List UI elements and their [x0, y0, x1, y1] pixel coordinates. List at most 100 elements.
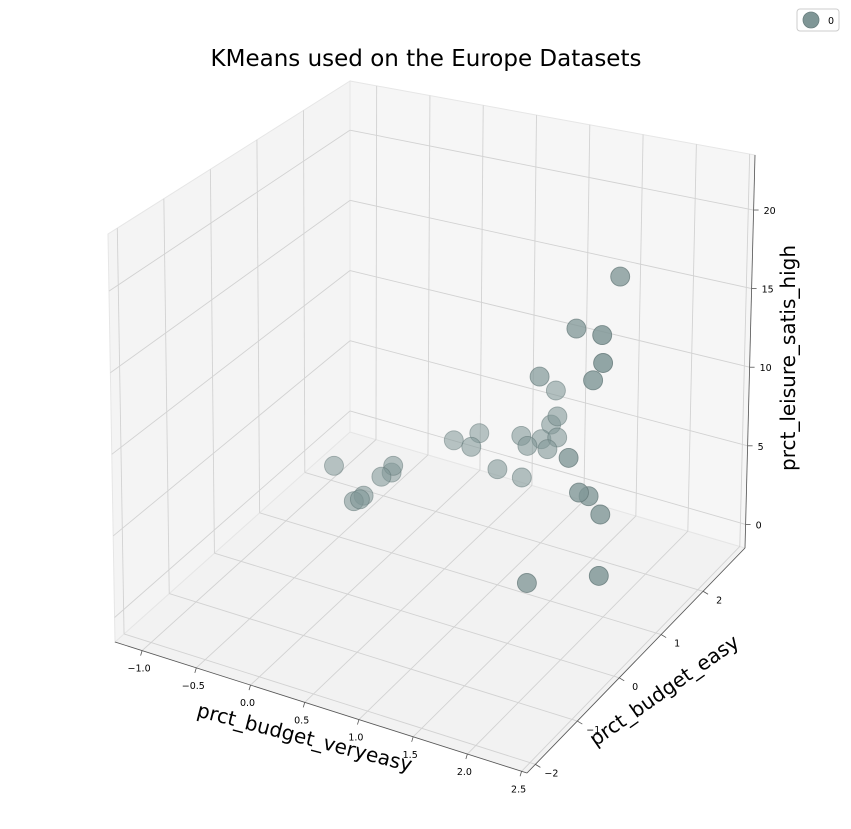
y-gridline-floor — [214, 552, 620, 679]
data-point — [583, 370, 604, 391]
z-tick-label: 5 — [758, 442, 764, 453]
y-gridline-floor — [259, 512, 662, 635]
z-gridline-left — [111, 270, 351, 455]
x-tick-mark — [140, 650, 143, 656]
z-gridline-left — [112, 340, 351, 537]
x-gridline-back — [531, 115, 537, 486]
tick-labels: −1.0−0.50.00.51.01.52.02.5−2−10120510152… — [128, 206, 776, 795]
x-tick-mark — [465, 753, 468, 760]
x-tick-mark — [519, 771, 522, 777]
y-tick-label: 2 — [716, 595, 722, 606]
z-gridline-left — [108, 129, 351, 292]
y-gridline-floor — [169, 593, 578, 722]
x-gridline-floor — [304, 485, 533, 703]
data-point — [371, 466, 392, 487]
data-point — [349, 489, 370, 510]
data-point — [529, 366, 550, 387]
y-gridline-left — [116, 228, 125, 634]
z-axis-line — [744, 154, 756, 549]
data-point — [537, 439, 558, 460]
y-tick-label: −1 — [586, 725, 600, 736]
y-tick-mark — [535, 764, 541, 768]
x-gridline-floor — [467, 530, 689, 755]
data-points — [324, 266, 631, 593]
y-tick-label: 1 — [674, 639, 680, 650]
data-point — [547, 406, 568, 427]
x-tick-mark — [411, 736, 414, 742]
x-tick-mark — [194, 667, 197, 673]
x-tick-label: 0.5 — [294, 715, 309, 726]
x-gridline-back — [427, 95, 431, 455]
x-tick-label: 2.0 — [457, 767, 472, 778]
y-axis-line — [526, 547, 746, 774]
y-gridline-left — [209, 169, 215, 554]
x-gridline-floor — [358, 500, 585, 720]
axis-lines — [114, 154, 759, 777]
x-gridline-back — [375, 85, 378, 440]
z-tick-label: 20 — [764, 206, 776, 217]
x-tick-mark — [302, 702, 306, 708]
data-point — [566, 318, 587, 339]
y-tick-label: 0 — [632, 682, 638, 693]
z-gridline-left — [114, 410, 351, 618]
z-tick-label: 15 — [762, 285, 774, 296]
x-gridline-back — [635, 134, 644, 516]
x-axis-line — [114, 641, 528, 774]
x-tick-mark — [248, 684, 251, 691]
y-gridline-floor — [123, 633, 536, 765]
data-point — [511, 467, 532, 488]
z-gridline-back — [349, 129, 754, 211]
x-gridline-floor — [250, 469, 481, 686]
x-gridline-floor — [521, 546, 741, 772]
z-gridline-back — [349, 410, 746, 525]
x-tick-label: 1.5 — [403, 750, 418, 761]
y-gridline-left — [163, 198, 170, 594]
y-tick-mark — [577, 720, 583, 725]
data-point — [461, 436, 482, 457]
x-gridline-floor — [412, 515, 637, 738]
data-point — [443, 430, 464, 451]
z-axis-label: prct_leisure_satis_high — [776, 245, 800, 471]
x-tick-label: −0.5 — [182, 681, 205, 692]
x-tick-label: 0.0 — [240, 698, 255, 709]
y-tick-mark — [660, 634, 667, 638]
legend: 0 — [796, 8, 840, 32]
x-gridline-back — [739, 154, 751, 547]
x-gridline-back — [479, 105, 484, 471]
z-gridline-back — [349, 270, 750, 368]
chart-title: KMeans used on the Europe Datasets — [211, 46, 642, 72]
x-tick-label: 2.5 — [511, 784, 526, 795]
data-point — [487, 459, 508, 480]
z-gridline-back — [349, 199, 752, 290]
x-tick-mark — [357, 719, 360, 725]
data-point — [517, 435, 538, 456]
x-tick-label: 1.0 — [348, 733, 363, 744]
legend-marker — [802, 11, 820, 29]
grid-lines — [108, 85, 754, 772]
y-tick-mark — [619, 677, 625, 682]
x-gridline-floor — [196, 454, 429, 669]
axis-panes — [107, 80, 756, 774]
z-gridline-left — [110, 199, 351, 374]
y-tick-label: −2 — [544, 768, 558, 779]
x-gridline-back — [687, 144, 697, 532]
y-gridline-left — [303, 110, 306, 473]
data-point — [545, 380, 566, 401]
data-point — [593, 353, 614, 373]
data-point — [569, 482, 589, 503]
x-gridline-back — [583, 124, 591, 501]
data-point — [610, 266, 631, 287]
y-gridline-left — [256, 139, 261, 513]
data-point — [324, 455, 344, 476]
data-point — [588, 565, 609, 586]
data-point — [592, 325, 613, 346]
y-tick-mark — [702, 590, 709, 595]
data-point — [516, 573, 537, 593]
data-point — [590, 504, 611, 525]
data-point — [558, 447, 579, 468]
z-tick-label: 0 — [756, 520, 762, 531]
legend-label: 0 — [828, 16, 834, 27]
z-tick-label: 10 — [760, 363, 772, 374]
x-tick-label: −1.0 — [128, 664, 151, 675]
